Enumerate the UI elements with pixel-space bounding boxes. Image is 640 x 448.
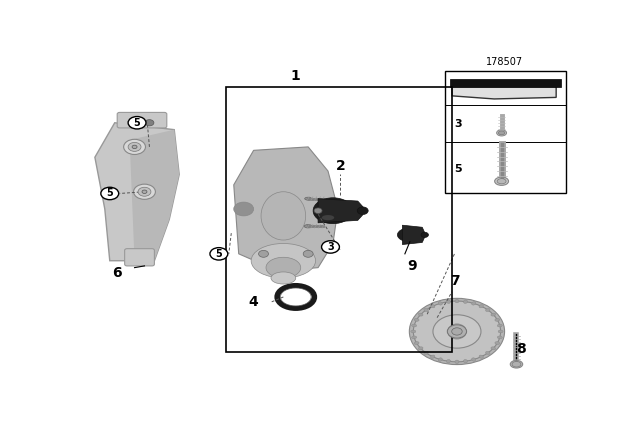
Ellipse shape bbox=[271, 272, 296, 284]
Ellipse shape bbox=[313, 198, 353, 224]
Circle shape bbox=[145, 120, 154, 126]
Text: 9: 9 bbox=[408, 259, 417, 273]
Text: 5: 5 bbox=[106, 189, 113, 198]
Ellipse shape bbox=[261, 192, 306, 240]
Ellipse shape bbox=[463, 300, 467, 303]
Circle shape bbox=[447, 325, 467, 338]
Text: 6: 6 bbox=[113, 266, 122, 280]
Ellipse shape bbox=[463, 359, 467, 363]
Ellipse shape bbox=[322, 215, 334, 220]
Text: 3: 3 bbox=[454, 119, 462, 129]
Circle shape bbox=[259, 250, 269, 257]
Text: 2: 2 bbox=[335, 159, 345, 173]
Ellipse shape bbox=[438, 358, 442, 361]
Ellipse shape bbox=[447, 300, 451, 303]
Polygon shape bbox=[318, 198, 363, 223]
Ellipse shape bbox=[499, 131, 505, 135]
Circle shape bbox=[321, 241, 339, 253]
Ellipse shape bbox=[424, 308, 428, 311]
Ellipse shape bbox=[510, 361, 523, 368]
Ellipse shape bbox=[431, 355, 435, 358]
Ellipse shape bbox=[498, 330, 503, 333]
Circle shape bbox=[124, 139, 145, 155]
Ellipse shape bbox=[497, 130, 507, 136]
Text: 1: 1 bbox=[291, 69, 301, 83]
Ellipse shape bbox=[479, 355, 483, 358]
Circle shape bbox=[138, 187, 151, 196]
Polygon shape bbox=[129, 129, 179, 261]
Text: 178507: 178507 bbox=[486, 57, 523, 67]
Bar bbox=[449, 79, 561, 86]
Circle shape bbox=[128, 142, 141, 151]
Polygon shape bbox=[403, 225, 426, 245]
Ellipse shape bbox=[305, 197, 312, 200]
Ellipse shape bbox=[491, 347, 495, 350]
Ellipse shape bbox=[397, 228, 422, 242]
Text: 5: 5 bbox=[134, 118, 140, 128]
Circle shape bbox=[410, 298, 504, 365]
Circle shape bbox=[314, 208, 322, 214]
Ellipse shape bbox=[448, 324, 466, 339]
Ellipse shape bbox=[424, 351, 428, 354]
Circle shape bbox=[210, 248, 228, 260]
Circle shape bbox=[433, 315, 481, 348]
Text: 5: 5 bbox=[454, 164, 462, 174]
Ellipse shape bbox=[419, 347, 423, 350]
Ellipse shape bbox=[412, 324, 417, 327]
Ellipse shape bbox=[414, 319, 419, 321]
Ellipse shape bbox=[495, 319, 500, 321]
Polygon shape bbox=[234, 147, 338, 271]
Ellipse shape bbox=[447, 359, 451, 363]
Ellipse shape bbox=[497, 179, 506, 184]
Circle shape bbox=[134, 184, 156, 199]
Ellipse shape bbox=[472, 302, 476, 305]
Ellipse shape bbox=[497, 336, 502, 339]
Ellipse shape bbox=[491, 313, 495, 316]
Circle shape bbox=[452, 328, 462, 335]
FancyBboxPatch shape bbox=[125, 249, 154, 266]
Text: 8: 8 bbox=[516, 342, 526, 356]
Ellipse shape bbox=[486, 351, 490, 354]
Ellipse shape bbox=[421, 232, 428, 237]
Circle shape bbox=[128, 116, 146, 129]
Ellipse shape bbox=[472, 358, 476, 361]
Circle shape bbox=[142, 190, 147, 194]
Ellipse shape bbox=[497, 324, 502, 327]
Ellipse shape bbox=[251, 244, 316, 278]
Ellipse shape bbox=[411, 330, 416, 333]
Ellipse shape bbox=[412, 336, 417, 339]
Text: 3: 3 bbox=[327, 242, 334, 252]
Ellipse shape bbox=[495, 342, 500, 345]
Ellipse shape bbox=[266, 257, 301, 278]
Ellipse shape bbox=[455, 299, 459, 303]
Ellipse shape bbox=[495, 177, 509, 185]
Ellipse shape bbox=[486, 308, 490, 311]
Polygon shape bbox=[95, 123, 179, 261]
Ellipse shape bbox=[280, 288, 311, 306]
FancyBboxPatch shape bbox=[117, 112, 167, 128]
Ellipse shape bbox=[479, 305, 483, 308]
Ellipse shape bbox=[414, 342, 419, 345]
Text: 5: 5 bbox=[216, 249, 222, 259]
Bar bbox=[445, 71, 566, 194]
Circle shape bbox=[132, 145, 137, 149]
Circle shape bbox=[303, 250, 313, 257]
Ellipse shape bbox=[431, 305, 435, 308]
Ellipse shape bbox=[455, 360, 459, 363]
Circle shape bbox=[234, 202, 253, 216]
Ellipse shape bbox=[438, 302, 442, 305]
Text: 7: 7 bbox=[450, 275, 460, 289]
Text: 4: 4 bbox=[249, 295, 259, 309]
Circle shape bbox=[413, 301, 500, 362]
Ellipse shape bbox=[357, 207, 368, 215]
Ellipse shape bbox=[512, 362, 521, 367]
Ellipse shape bbox=[419, 313, 423, 316]
Ellipse shape bbox=[304, 224, 312, 228]
Ellipse shape bbox=[256, 151, 321, 185]
Polygon shape bbox=[452, 86, 556, 99]
Circle shape bbox=[101, 187, 118, 200]
Bar bbox=[227, 86, 452, 352]
